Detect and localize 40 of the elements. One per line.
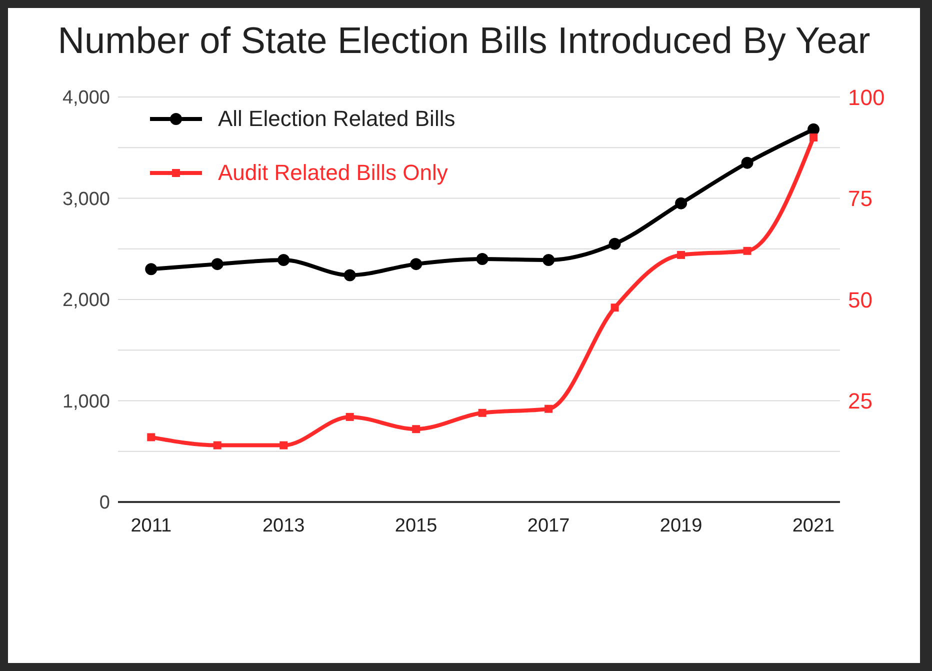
point [145, 263, 158, 276]
x-tick-label: 2013 [262, 515, 305, 536]
point [808, 123, 820, 136]
chart-title: Number of State Election Bills Introduced By Year [56, 20, 872, 62]
point [344, 269, 356, 282]
point [211, 258, 224, 270]
x-tick-label: 2021 [792, 515, 835, 536]
point [610, 304, 619, 312]
y2-tick-label: 100 [848, 84, 885, 110]
point [677, 250, 686, 259]
point [213, 441, 222, 450]
x-tick-label: 2019 [660, 515, 702, 536]
point [280, 441, 288, 450]
point [810, 134, 818, 142]
y2-tick-label: 50 [848, 287, 872, 312]
point [478, 408, 486, 417]
y2-tick-label: 75 [848, 186, 872, 212]
y-tick-label: 4,000 [62, 88, 110, 109]
x-tick-label: 2017 [527, 515, 570, 536]
y-tick-label: 1,000 [62, 391, 110, 412]
point [278, 254, 290, 266]
legend-label: All Election Related Bills [218, 106, 456, 132]
point [542, 254, 555, 266]
point [743, 246, 752, 255]
point [608, 238, 621, 250]
y2-tick-label: 25 [848, 388, 872, 414]
point [412, 425, 420, 434]
point [741, 156, 754, 169]
legend-label: Audit Related Bills Only [218, 160, 448, 186]
point [476, 253, 488, 265]
point [346, 412, 354, 421]
x-tick-label: 2015 [394, 515, 438, 536]
point [147, 433, 156, 442]
point [410, 258, 422, 270]
y-tick-label: 2,000 [62, 290, 110, 312]
y-tick-label: 3,000 [62, 188, 110, 210]
point [544, 404, 553, 413]
x-tick-label: 2011 [130, 515, 172, 536]
point [675, 197, 688, 210]
y-tick-label: 0 [99, 492, 110, 514]
